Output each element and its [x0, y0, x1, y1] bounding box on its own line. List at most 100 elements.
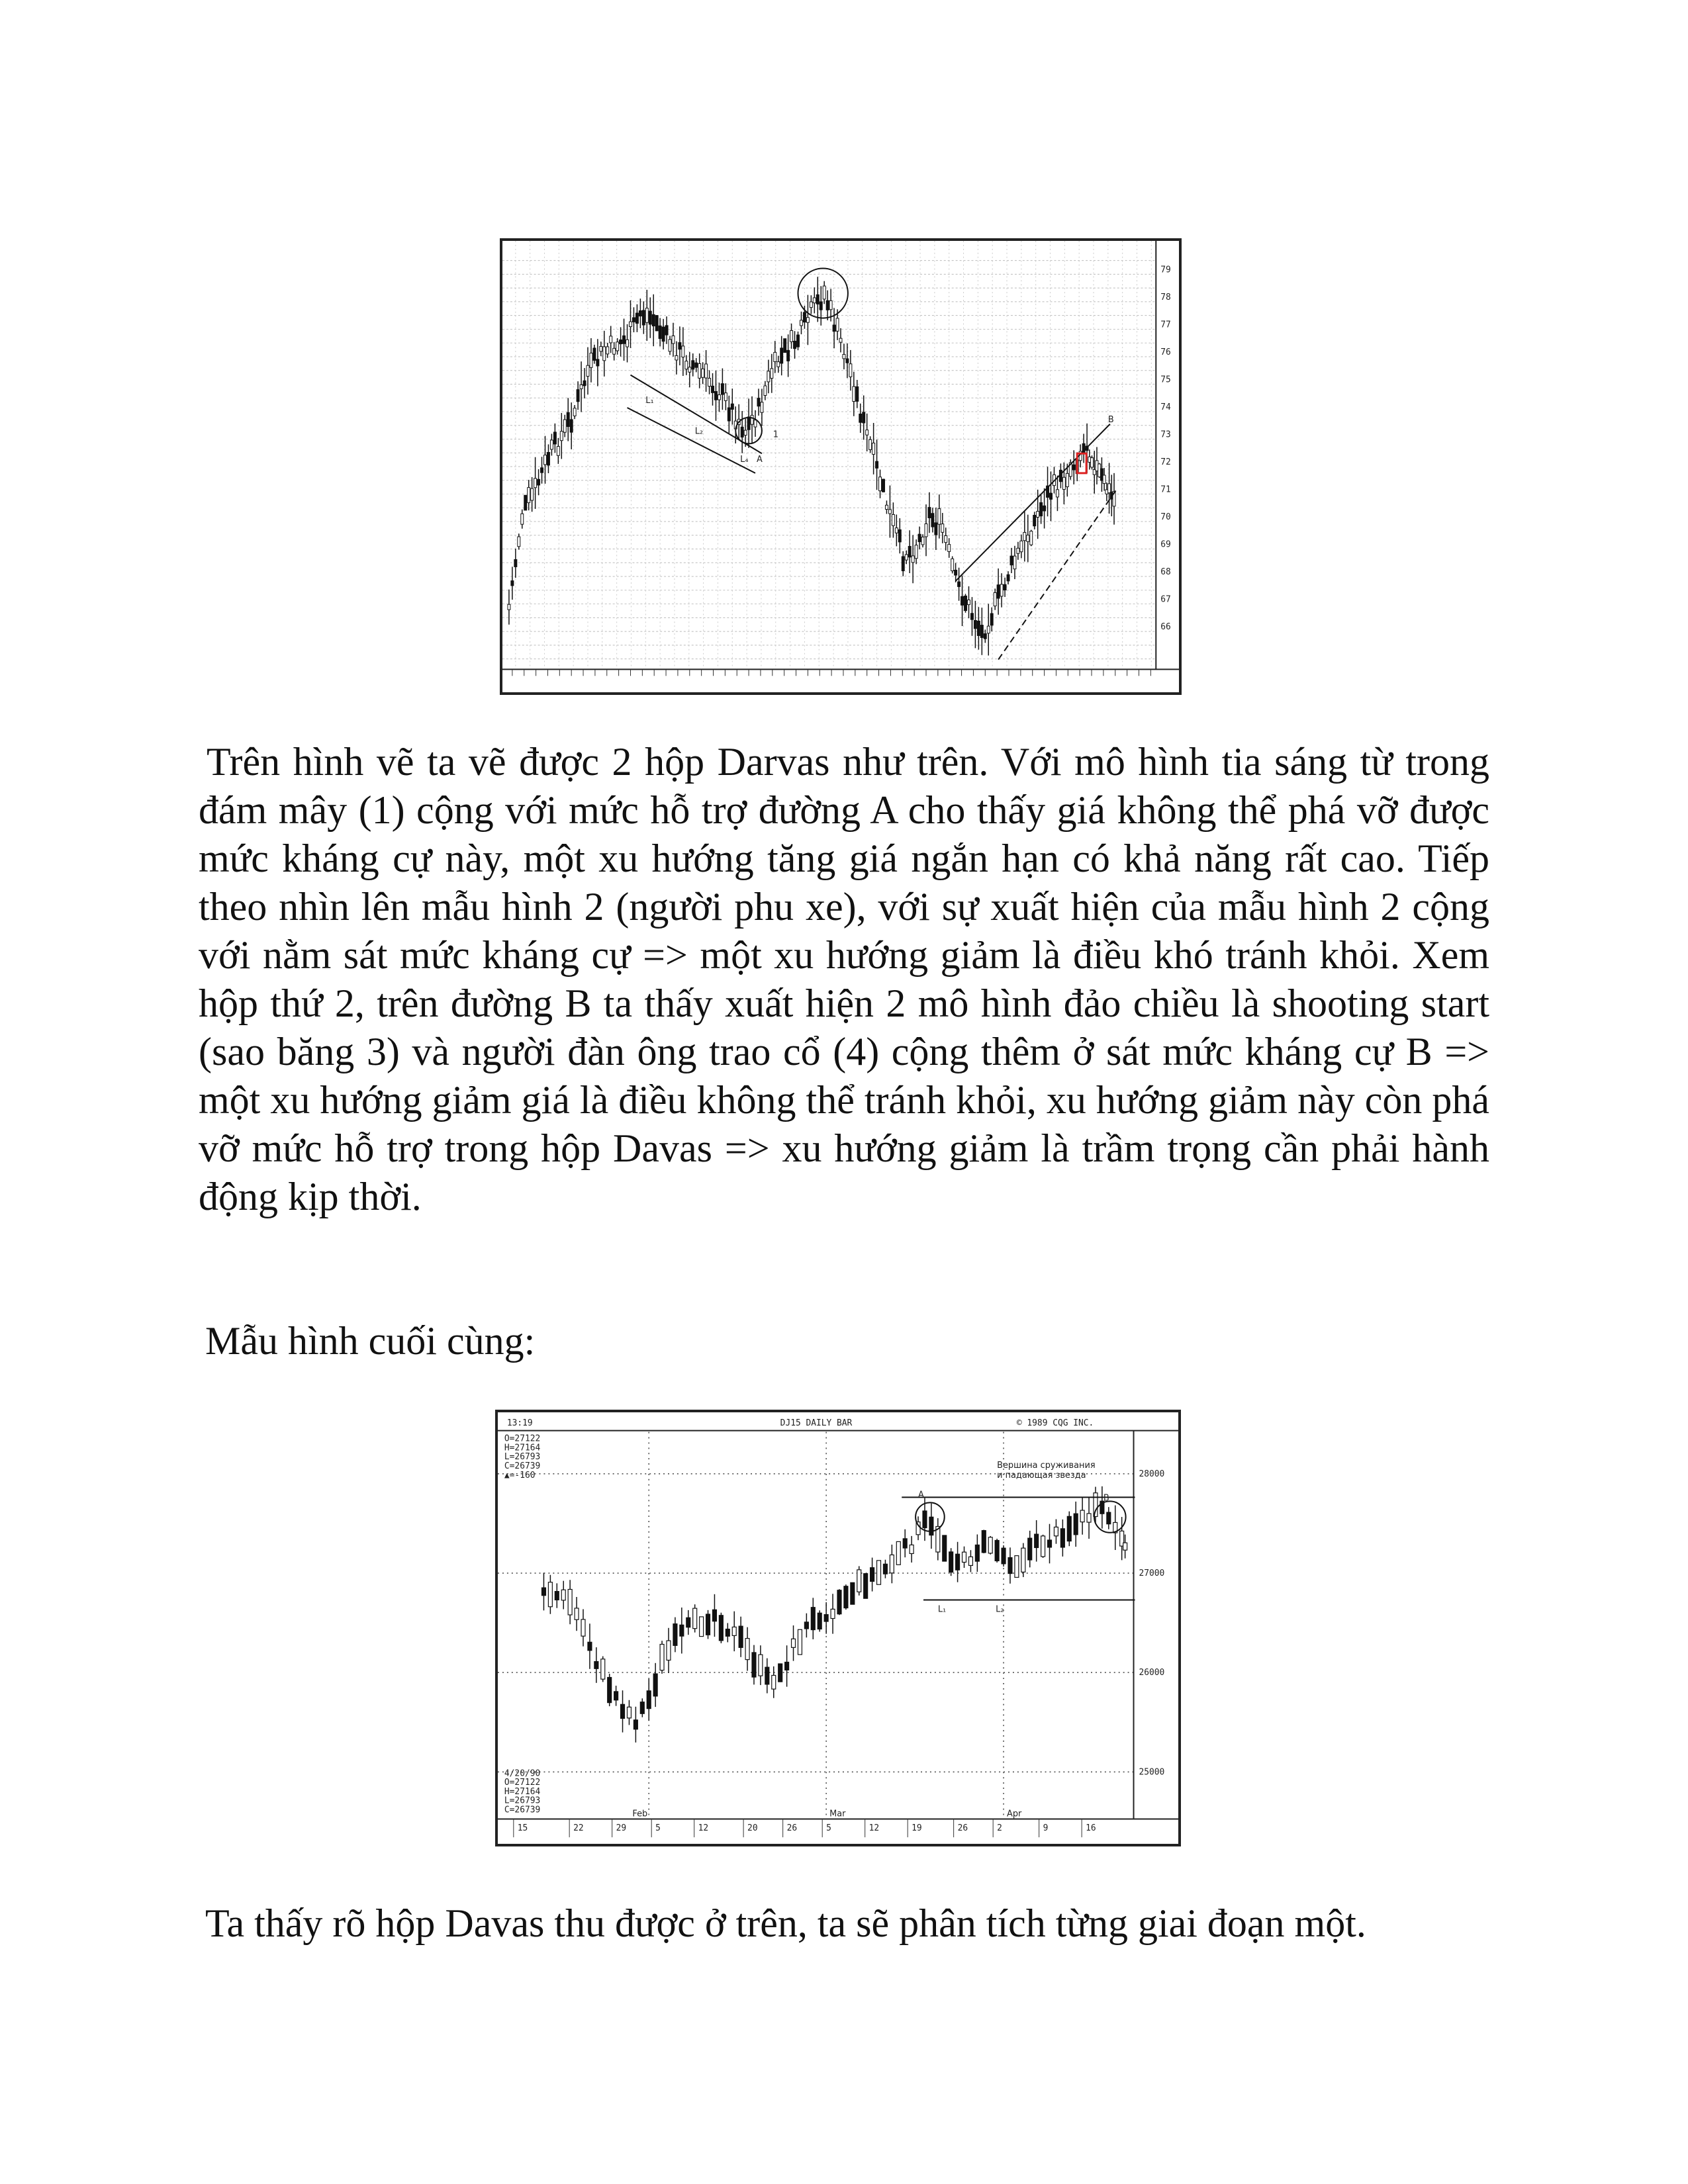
candle-body — [1027, 1537, 1033, 1561]
candle-body — [802, 312, 806, 323]
price-label: 75 — [1160, 375, 1171, 385]
candle-body — [720, 383, 724, 395]
candle-body — [620, 1704, 626, 1719]
candle-body — [730, 403, 734, 410]
date-label: 26 — [787, 1823, 798, 1833]
candle-body — [546, 452, 550, 466]
candle-body — [898, 529, 902, 543]
candle-body — [541, 1587, 547, 1596]
candle-body — [576, 389, 580, 402]
candle-body — [763, 385, 767, 396]
candle-body — [747, 416, 751, 430]
candle-body — [1006, 574, 1010, 582]
candle-body — [651, 314, 655, 327]
candle-body — [770, 368, 774, 379]
candle-body — [771, 1674, 776, 1690]
paragraph-analysis: Trên hình vẽ ta vẽ được 2 hộp Darvas như… — [199, 740, 1489, 1218]
candle-body — [596, 359, 600, 367]
candle-body — [944, 535, 948, 543]
candle-body — [980, 625, 984, 638]
candle-body — [635, 312, 639, 324]
candle-body — [974, 1544, 980, 1562]
candle-body — [569, 419, 573, 433]
candle-body — [592, 347, 596, 361]
candle-body — [758, 1654, 763, 1676]
candle-body — [1026, 535, 1030, 542]
candle-body — [1123, 1542, 1128, 1551]
candle-body — [796, 334, 800, 347]
candle-body — [1068, 462, 1072, 477]
label-b: B — [1108, 415, 1114, 425]
price-label: 25000 — [1139, 1767, 1164, 1777]
candle-body — [862, 412, 866, 424]
price-label: 28000 — [1139, 1469, 1164, 1479]
ohlc-value: O=27122 — [504, 1778, 540, 1788]
candle-body — [606, 346, 610, 355]
date-label: 16 — [1086, 1823, 1096, 1833]
price-label: 73 — [1160, 430, 1171, 440]
chart-2-date-labels: 15 22 29 5 12 20 26 5 12 19 26 2 9 16 — [513, 1819, 1096, 1838]
candle-body — [914, 545, 918, 559]
annotation-ru-line1: Вершина сруживания — [997, 1461, 1095, 1471]
candle-body — [896, 1541, 901, 1565]
candle-body — [666, 1640, 671, 1661]
candle-body — [745, 1638, 750, 1661]
candle-body — [626, 339, 630, 347]
chart-2-candles — [541, 1486, 1128, 1743]
chart-2-price-axis: 28000 27000 26000 25000 — [1139, 1469, 1164, 1777]
candle-body — [694, 362, 698, 368]
candle-body — [816, 294, 820, 304]
price-label: 71 — [1160, 485, 1171, 495]
candle-body — [731, 1626, 737, 1636]
candle-body — [790, 330, 794, 342]
price-label: 26000 — [1139, 1668, 1164, 1678]
date-label: 22 — [573, 1823, 584, 1833]
candle-body — [1060, 1528, 1065, 1548]
candle-body — [1041, 1535, 1046, 1557]
candle-body — [563, 419, 567, 433]
candle-body — [812, 297, 816, 304]
candle-body — [740, 426, 744, 438]
candle-body — [776, 361, 780, 367]
cloud-circle-marker — [797, 267, 849, 319]
candle-body — [967, 599, 970, 606]
price-label: 74 — [1160, 402, 1171, 412]
candle-body — [589, 352, 593, 368]
candle-body — [927, 507, 931, 518]
candle-body — [549, 439, 553, 450]
candle-body — [614, 1691, 619, 1701]
candle-body — [671, 335, 675, 344]
candle-body — [835, 318, 839, 332]
price-label: 66 — [1160, 622, 1171, 632]
candle-body — [692, 1608, 698, 1629]
month-label: Feb — [632, 1809, 647, 1819]
top-b-circle — [1093, 1500, 1127, 1533]
dj15-daily-bar-figure: 13:19 DJ15 DAILY BAR © 1989 CQG INC. O=2… — [495, 1410, 1181, 1846]
label-l2: L₂ — [996, 1604, 1004, 1614]
candle-body — [648, 310, 652, 325]
candle-body — [553, 432, 557, 445]
chart-1-date-ticks — [512, 669, 1151, 676]
candle-body — [921, 536, 925, 545]
candle-body — [626, 1706, 632, 1719]
ohlc-bottom-readout: 4/20/90 O=27122 H=27164 L=26793 C=26739 — [504, 1768, 541, 1815]
candle-body — [911, 555, 915, 563]
candle-body — [1047, 1539, 1053, 1548]
candle-body — [701, 368, 705, 378]
candle-body — [655, 315, 659, 332]
candle-body — [750, 414, 754, 425]
candle-body — [783, 338, 787, 353]
candle-body — [875, 461, 879, 469]
chart-1-grid — [502, 241, 1157, 670]
candle-body — [870, 1567, 875, 1582]
candle-body — [929, 1516, 934, 1536]
ohlc-value: H=27164 — [504, 1443, 541, 1453]
candle-body — [981, 1530, 986, 1553]
price-label: 70 — [1160, 512, 1171, 522]
candle-body — [1065, 473, 1069, 488]
candle-body — [876, 1560, 882, 1585]
candle-body — [901, 556, 905, 572]
candle-body — [1092, 469, 1096, 475]
candle-body — [823, 1614, 829, 1622]
candle-body — [653, 1673, 658, 1697]
